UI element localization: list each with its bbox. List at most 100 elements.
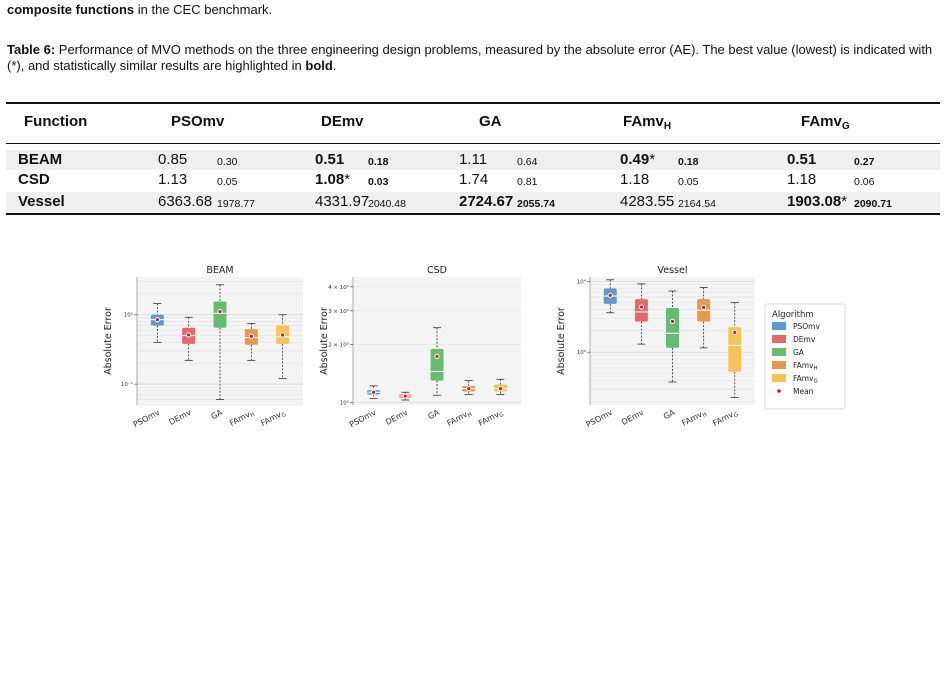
y-axis-label: Absolute Error bbox=[556, 307, 567, 375]
function-name: CSD bbox=[18, 171, 50, 188]
x-tick-label: GA bbox=[426, 408, 441, 422]
intro-rest: in the CEC benchmark. bbox=[134, 2, 273, 17]
boxplot-panel-csd: 4 × 10⁰ 3 × 10⁰ 2 × 10⁰ 10⁰ CSD Absolute Erro… bbox=[319, 265, 521, 429]
x-tick-label: FAmvH bbox=[228, 408, 256, 429]
std-value: 0.30 bbox=[217, 156, 238, 168]
std-value: 0.27 bbox=[854, 156, 875, 168]
y-tick-label: 3 × 10⁰ bbox=[328, 308, 350, 315]
mean-marker-outline bbox=[154, 317, 160, 323]
mean-marker bbox=[498, 387, 502, 391]
mean-marker bbox=[281, 333, 285, 337]
mean-marker-outline bbox=[732, 329, 738, 335]
y-tick-label: 10⁰ bbox=[340, 399, 350, 406]
column-header: PSOmv bbox=[171, 113, 225, 130]
std-value: 0.64 bbox=[517, 156, 538, 168]
x-tick-label: FAmvG bbox=[477, 408, 505, 430]
boxplot-panel-beam: 10⁰ 10⁻¹ BEAM Absolute Error PSOmv DEmv GA FAmv… bbox=[103, 265, 303, 429]
std-value: 2164.54 bbox=[678, 198, 716, 210]
mean-marker-outline bbox=[186, 332, 192, 338]
std-value: 2055.74 bbox=[517, 198, 555, 210]
column-header: GA bbox=[479, 113, 502, 130]
table-header-row: Function PSOmv DEmv GA FAmvH FAmvG bbox=[6, 112, 940, 132]
table-bottom-rule bbox=[6, 213, 940, 215]
x-tick-label: FAmvH bbox=[445, 408, 473, 429]
legend-swatch bbox=[772, 322, 786, 330]
box-GA bbox=[213, 301, 227, 328]
column-header: DEmv bbox=[321, 113, 364, 130]
x-tick-label: GA bbox=[209, 408, 224, 422]
x-tick-label: FAmvG bbox=[711, 408, 739, 430]
caption-label: Table 6: bbox=[7, 42, 56, 57]
std-value: 0.18 bbox=[678, 156, 699, 168]
mean-value: 6363.68 bbox=[158, 193, 213, 210]
mean-value: 1.13 bbox=[158, 171, 188, 188]
table-top-rule bbox=[6, 102, 940, 104]
mean-marker bbox=[403, 394, 407, 398]
box-PSOmv bbox=[367, 390, 381, 395]
mean-marker bbox=[639, 305, 643, 309]
mean-marker bbox=[218, 309, 222, 314]
mean-marker bbox=[155, 318, 159, 322]
box-FAmvH bbox=[462, 385, 476, 392]
column-header: Function bbox=[24, 113, 88, 130]
plot-background bbox=[590, 277, 755, 405]
legend-swatch bbox=[772, 374, 786, 382]
std-value: 2090.71 bbox=[854, 198, 892, 210]
box-PSOmv bbox=[150, 314, 164, 326]
x-tick-label: PSOmv bbox=[132, 408, 162, 430]
caption-bold-word: bold bbox=[305, 58, 333, 73]
mean-value: 1.18 bbox=[620, 171, 650, 188]
function-name: BEAM bbox=[18, 151, 63, 168]
mean-value: 2724.67 bbox=[459, 193, 514, 210]
mean-marker-outline bbox=[217, 308, 223, 315]
plot-background bbox=[353, 277, 521, 405]
legend-frame bbox=[764, 303, 846, 410]
legend-label: FAmvG bbox=[793, 374, 818, 385]
mean-value: 4283.55 bbox=[620, 193, 675, 210]
box-DEmv bbox=[182, 327, 196, 344]
column-header: FAmvG bbox=[801, 113, 850, 132]
std-value: 0.18 bbox=[368, 156, 389, 168]
mean-marker-outline bbox=[248, 333, 254, 339]
std-value: 0.05 bbox=[217, 176, 238, 188]
x-tick-label: PSOmv bbox=[585, 408, 615, 430]
mean-marker bbox=[467, 387, 471, 391]
table-row: Vessel 6363.68 1978.77 4331.97 2040.48 2724.6… bbox=[6, 192, 940, 212]
x-tick-label: DEmv bbox=[167, 408, 192, 427]
y-tick-label: 10⁻¹ bbox=[121, 381, 133, 388]
mean-marker-outline bbox=[402, 393, 408, 399]
mean-marker bbox=[372, 390, 376, 394]
box-DEmv bbox=[398, 394, 412, 398]
x-tick-label: GA bbox=[662, 408, 677, 422]
caption-text: Performance of MVO methods on the three … bbox=[7, 42, 933, 73]
legend-swatch bbox=[772, 348, 786, 356]
legend-label: PSOmv bbox=[793, 322, 820, 331]
chart-title: BEAM bbox=[206, 265, 233, 276]
std-value: 2040.48 bbox=[368, 198, 406, 210]
mean-marker-outline bbox=[638, 304, 644, 310]
box-FAmvH bbox=[244, 329, 258, 345]
x-tick-label: FAmvH bbox=[680, 408, 708, 429]
mean-marker bbox=[187, 333, 191, 337]
y-tick-label: 10⁰ bbox=[124, 312, 134, 319]
legend-swatch bbox=[772, 335, 786, 343]
mean-value: 0.51 bbox=[315, 151, 345, 168]
legend-title: Algorithm bbox=[772, 310, 814, 320]
mean-value: 1.11 bbox=[459, 151, 488, 168]
std-value: 0.05 bbox=[678, 176, 699, 188]
chart-title: Vessel bbox=[658, 265, 688, 276]
table-row: BEAM 0.85 0.30 0.51 0.18 1.11 0.64 0.49* 0.18 0.5… bbox=[6, 150, 940, 170]
mean-marker bbox=[608, 293, 612, 297]
mean-marker bbox=[435, 354, 439, 358]
std-value: 0.81 bbox=[517, 176, 538, 188]
mean-value: 1.74 bbox=[459, 171, 489, 188]
mean-value: 0.51 bbox=[787, 151, 817, 168]
mean-marker-outline bbox=[371, 389, 377, 395]
y-tick-label: 10⁴ bbox=[577, 278, 587, 285]
chart-title: CSD bbox=[427, 265, 447, 276]
x-tick-label: FAmvG bbox=[259, 408, 287, 430]
std-value: 1978.77 bbox=[217, 198, 255, 210]
y-tick-label: 2 × 10⁰ bbox=[328, 342, 350, 349]
caption-end: . bbox=[332, 58, 337, 73]
std-value: 0.06 bbox=[854, 176, 875, 188]
